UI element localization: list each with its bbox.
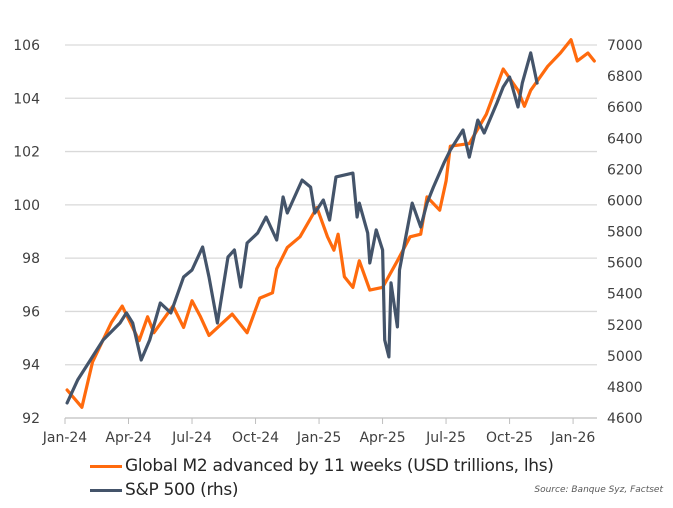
legend-item-sp500: S&P 500 (rhs) (90, 480, 239, 500)
legend-label-sp500: S&P 500 (rhs) (125, 480, 239, 500)
x-tick-label: Jul-25 (425, 430, 466, 446)
y-left-tick-label: 104 (13, 91, 40, 107)
y-right-tick-label: 6800 (607, 69, 643, 85)
y-right-tick-label: 6000 (607, 193, 643, 209)
y-left-tick-label: 102 (13, 145, 40, 161)
y-right-tick-label: 6200 (607, 162, 643, 178)
y-left-tick-label: 100 (13, 198, 40, 214)
x-tick-label: Apr-24 (105, 430, 151, 446)
legend-item-m2: Global M2 advanced by 11 weeks (USD tril… (90, 456, 554, 476)
x-tick-label: Oct-24 (232, 430, 279, 446)
y-right-tick-label: 6400 (607, 131, 643, 147)
x-tick-label: Jul-24 (171, 430, 212, 446)
y-left-tick-label: 94 (22, 358, 40, 374)
y-left-tick-label: 96 (22, 304, 40, 320)
x-tick-label: Jan-24 (42, 430, 88, 446)
y-right-tick-label: 5800 (607, 225, 643, 241)
y-right-tick-label: 6600 (607, 100, 643, 116)
y-right-tick-label: 4800 (607, 380, 643, 396)
x-tick-label: Apr-25 (359, 430, 405, 446)
x-tick-label: Oct-25 (486, 430, 533, 446)
series-line-sp500 (65, 51, 539, 405)
y-right-tick-label: 5000 (607, 349, 643, 365)
legend-swatch-m2 (90, 464, 122, 468)
y-left-tick-label: 98 (22, 251, 40, 267)
y-right-tick-label: 7000 (607, 38, 643, 54)
legend-swatch-sp500 (90, 488, 122, 492)
y-right-tick-label: 4600 (607, 411, 643, 427)
y-left-tick-label: 92 (22, 411, 40, 427)
y-right-tick-label: 5200 (607, 318, 643, 334)
x-tick-label: Jan-25 (296, 430, 341, 446)
source-note: Source: Banque Syz, Factset (534, 485, 663, 495)
x-tick-label: Jan-26 (550, 430, 596, 446)
y-right-tick-label: 5600 (607, 256, 643, 272)
legend-label-m2: Global M2 advanced by 11 weeks (USD tril… (125, 456, 554, 476)
y-right-tick-label: 5400 (607, 287, 643, 303)
y-left-tick-label: 106 (13, 38, 40, 54)
